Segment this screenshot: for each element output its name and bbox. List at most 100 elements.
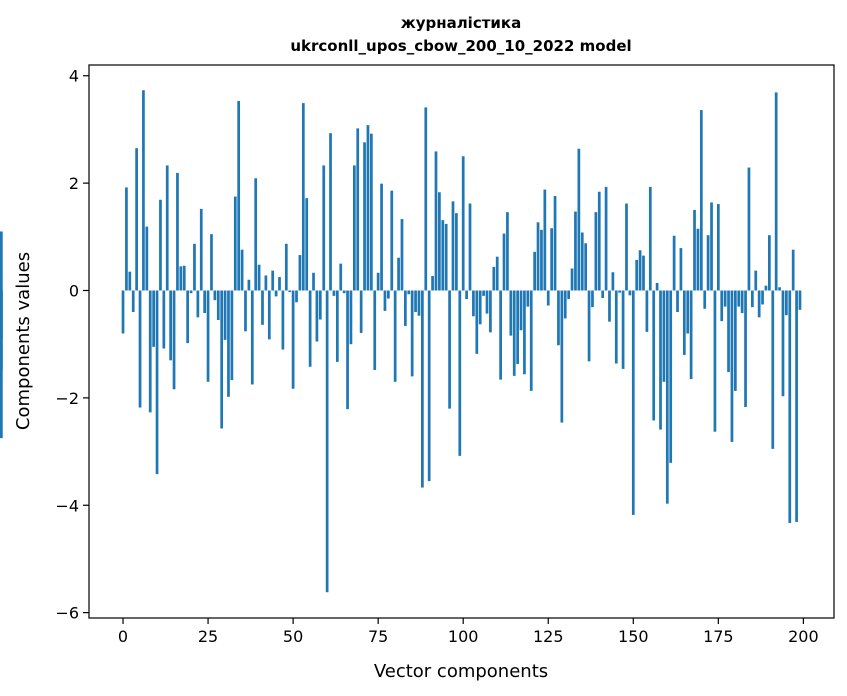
bar xyxy=(451,201,455,291)
bar xyxy=(121,290,125,334)
bar xyxy=(366,125,370,291)
bar xyxy=(560,290,564,423)
bar xyxy=(635,259,639,291)
x-tick-label: 150 xyxy=(618,627,649,646)
bar xyxy=(723,290,727,307)
bar xyxy=(679,248,683,291)
bar xyxy=(563,290,567,319)
bar xyxy=(536,222,540,291)
x-tick-label: 0 xyxy=(118,627,128,646)
bar xyxy=(434,151,438,291)
y-tick-label: 0 xyxy=(69,281,79,300)
bar xyxy=(380,183,383,291)
bar xyxy=(597,191,601,291)
bar xyxy=(703,290,707,309)
bar xyxy=(179,266,183,291)
bar xyxy=(356,128,360,291)
x-tick-label: 50 xyxy=(283,627,303,646)
bar xyxy=(247,279,251,291)
x-tick-label: 25 xyxy=(198,627,218,646)
bar xyxy=(611,272,615,291)
bar xyxy=(329,133,332,291)
bar xyxy=(730,290,734,442)
bar xyxy=(733,290,737,391)
bar xyxy=(315,290,319,342)
bar xyxy=(774,92,778,291)
bar xyxy=(325,290,329,593)
bar xyxy=(342,290,346,294)
bar xyxy=(478,290,482,325)
bar xyxy=(761,290,764,305)
bar xyxy=(254,178,258,291)
bar xyxy=(131,290,135,312)
bar xyxy=(567,290,571,300)
bar xyxy=(400,219,404,291)
bar xyxy=(230,290,234,381)
bar xyxy=(489,290,492,333)
bar xyxy=(155,290,159,475)
bar xyxy=(284,243,288,291)
bar xyxy=(125,187,128,291)
x-tick-label: 125 xyxy=(533,627,564,646)
bar xyxy=(186,290,190,344)
bar xyxy=(614,290,618,364)
bar xyxy=(713,290,717,432)
bar xyxy=(210,234,213,291)
bar xyxy=(771,290,775,449)
bar xyxy=(135,148,138,291)
bar xyxy=(308,290,312,367)
bar xyxy=(274,290,278,297)
bar xyxy=(346,290,349,410)
chart-title: журналістика xyxy=(401,14,521,32)
bar xyxy=(638,250,642,291)
bar xyxy=(754,270,758,291)
x-tick-label: 175 xyxy=(703,627,734,646)
bar xyxy=(791,249,795,291)
y-tick-label: −6 xyxy=(55,604,79,623)
bar xyxy=(604,186,608,291)
bar xyxy=(220,290,224,429)
bar xyxy=(182,265,186,291)
bar xyxy=(778,287,781,291)
bar xyxy=(169,290,172,361)
bar xyxy=(332,290,336,296)
bar xyxy=(148,290,152,413)
bar xyxy=(233,196,237,291)
bar xyxy=(203,290,207,314)
bar xyxy=(686,290,690,334)
bar xyxy=(625,203,628,291)
bar xyxy=(305,198,309,291)
bar xyxy=(669,290,673,463)
bar xyxy=(244,290,247,332)
bar xyxy=(693,209,696,291)
bar xyxy=(427,290,431,482)
bar xyxy=(540,229,543,291)
bar xyxy=(628,290,632,296)
bar xyxy=(278,277,281,291)
bar xyxy=(516,290,519,365)
bar xyxy=(506,212,509,291)
bar xyxy=(618,290,622,293)
bar xyxy=(682,290,686,355)
bar xyxy=(458,290,462,456)
bar xyxy=(577,148,581,291)
bar xyxy=(421,290,424,488)
bar xyxy=(461,156,465,291)
bar xyxy=(176,172,179,291)
bar xyxy=(335,290,339,362)
bar xyxy=(455,213,458,291)
bar xyxy=(710,202,713,291)
bar xyxy=(250,290,254,385)
bars-layer xyxy=(0,90,802,593)
bar xyxy=(0,231,3,291)
bar xyxy=(696,228,700,291)
bar xyxy=(199,208,203,291)
bar xyxy=(145,226,149,291)
bar xyxy=(587,290,591,362)
bar xyxy=(546,290,550,306)
bar xyxy=(206,290,210,382)
bar xyxy=(594,212,598,291)
bar xyxy=(387,290,390,299)
bar xyxy=(424,107,428,291)
